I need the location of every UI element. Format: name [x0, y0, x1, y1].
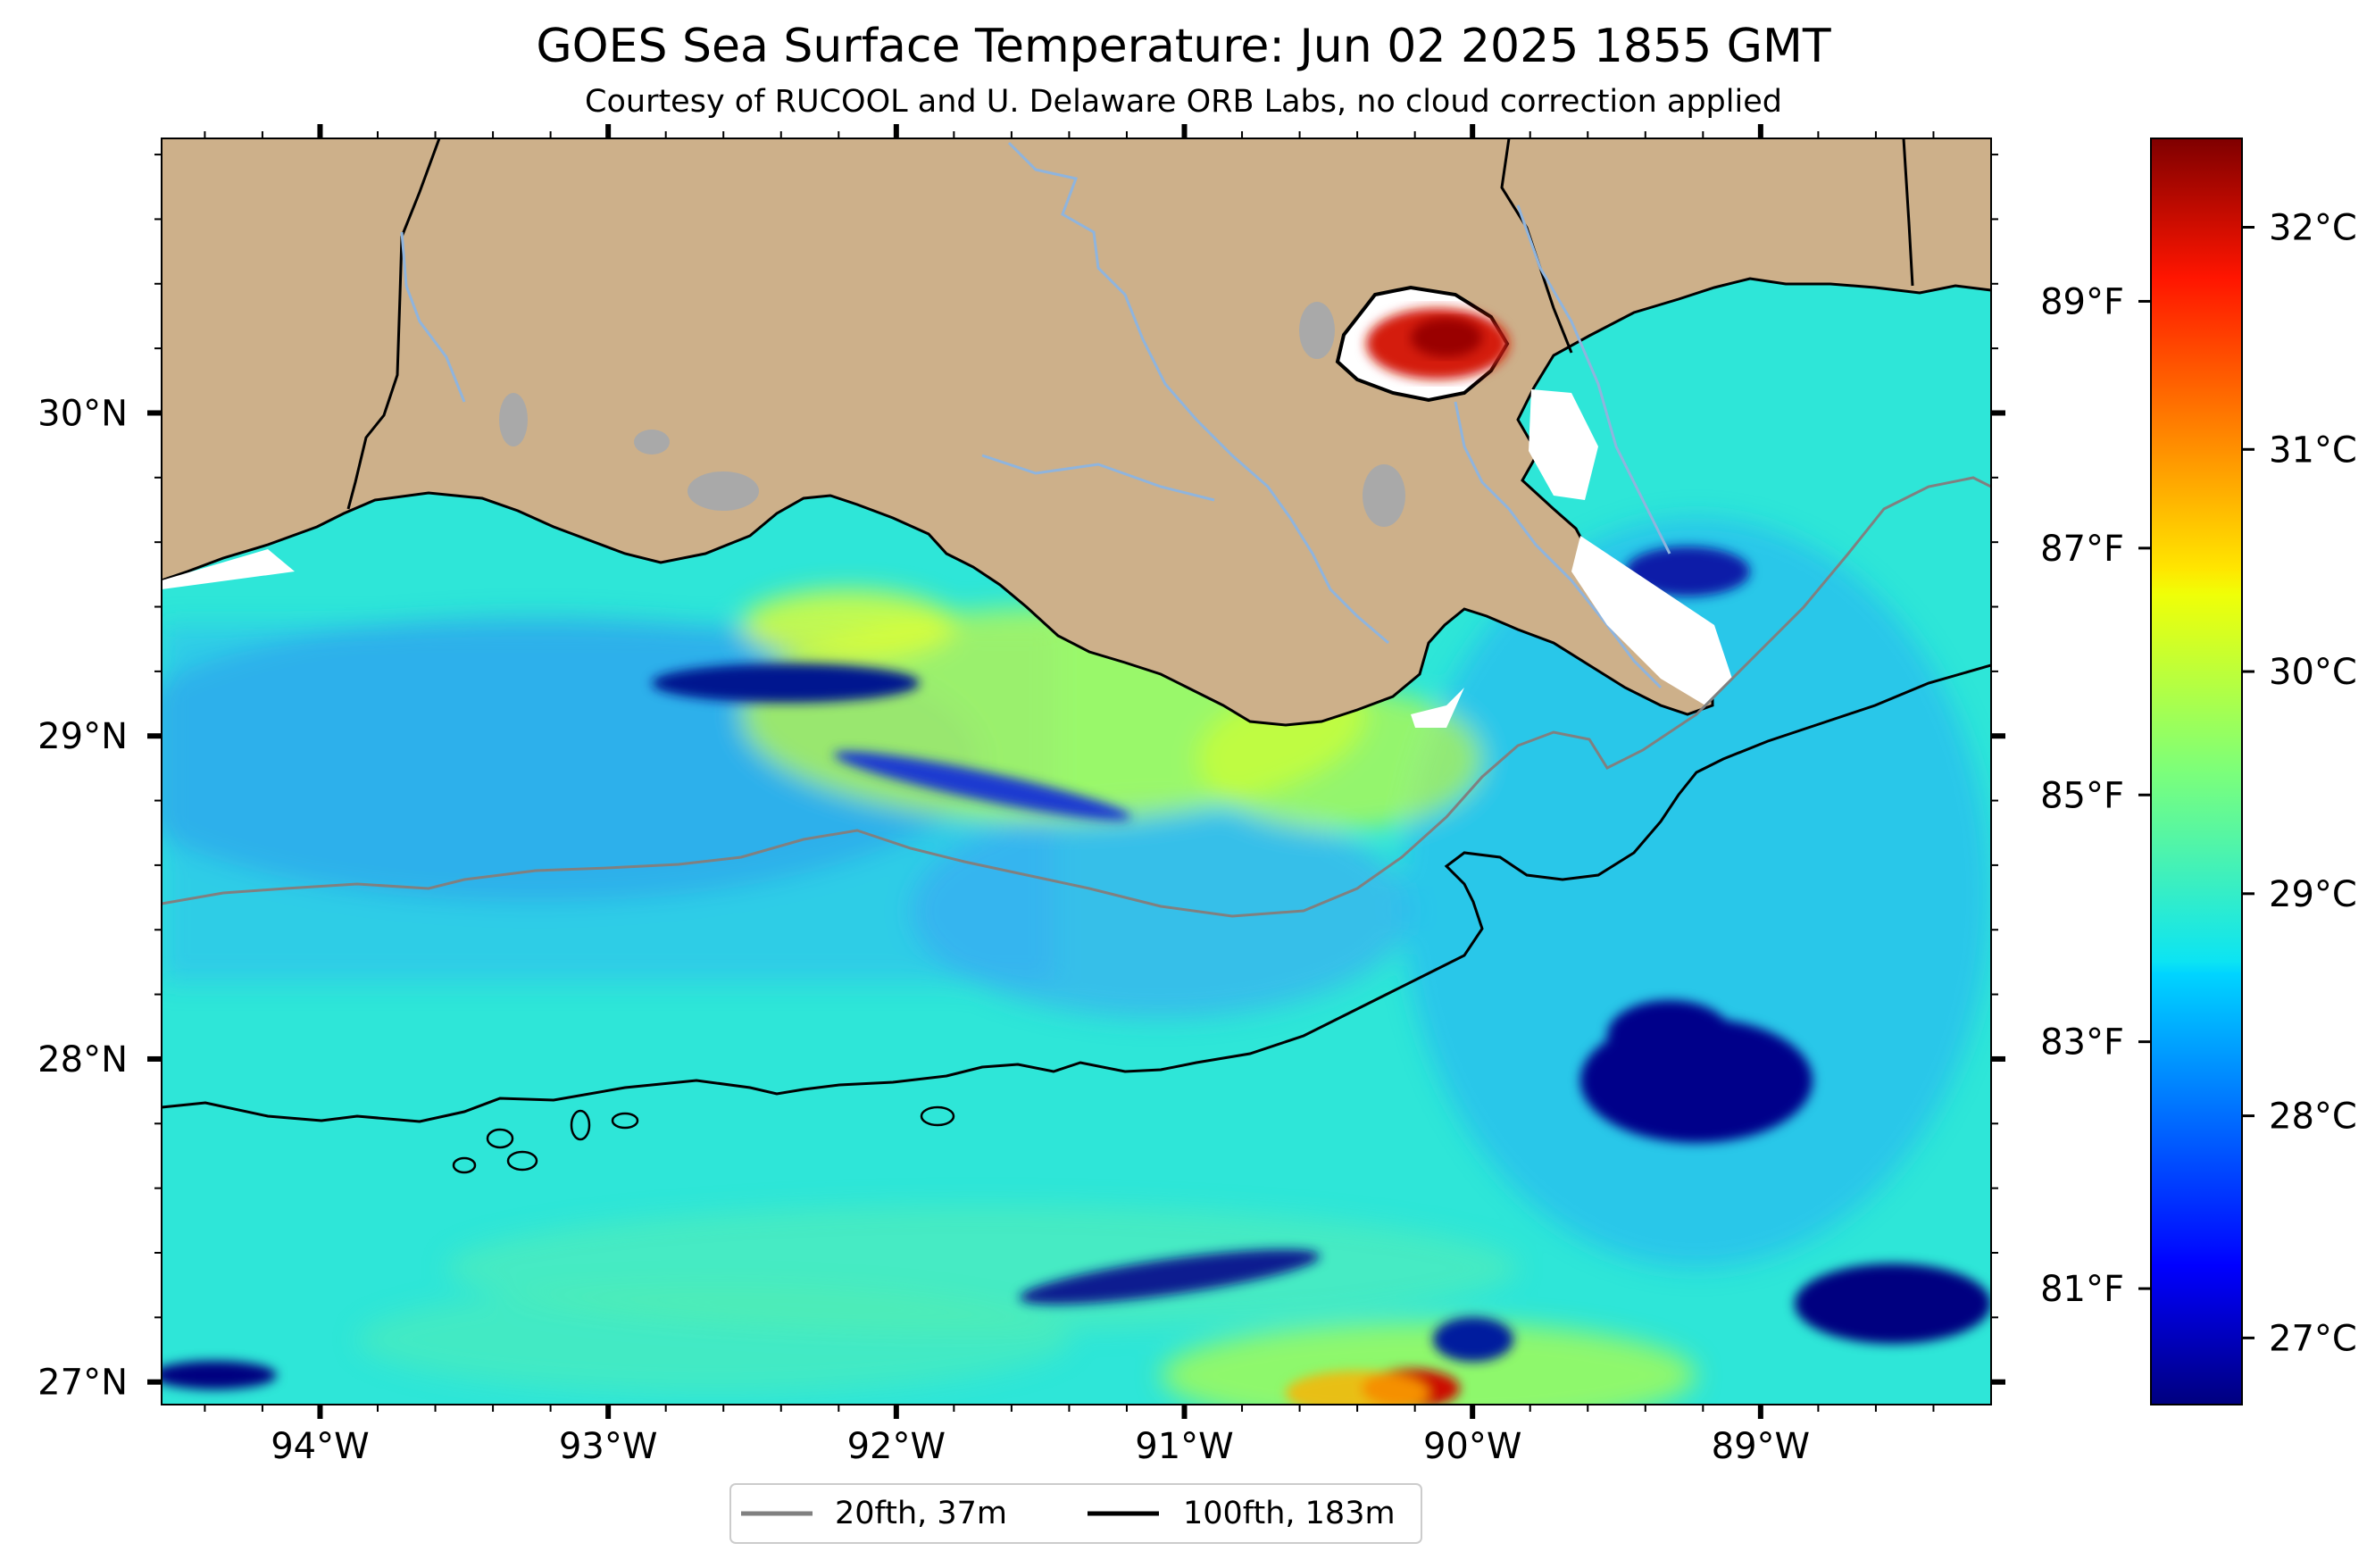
isobath-legend: 20fth, 37m 100fth, 183m	[729, 1483, 1422, 1544]
state-border-ms-al	[1902, 138, 1914, 287]
lat-tick-label: 30°N	[38, 393, 128, 434]
colorbar: 27°C 28°C 29°C 30°C 31°C 32°C 81°F 83°F 85°F 87°…	[2040, 138, 2357, 1405]
lon-tick-label: 93°W	[559, 1426, 657, 1467]
sst-map	[162, 138, 1991, 1405]
lon-axis: 94°W 93°W 92°W 91°W 90°W 89°W	[204, 124, 1935, 1467]
legend-label-100fth: 100fth, 183m	[1183, 1496, 1396, 1531]
lon-tick-label: 92°W	[847, 1426, 946, 1467]
celsius-tick-label: 30°C	[2269, 652, 2357, 693]
map-subtitle: Courtesy of RUCOOL and U. Delaware ORB L…	[585, 84, 1782, 120]
map-title: GOES Sea Surface Temperature: Jun 02 202…	[536, 20, 1831, 73]
fahrenheit-tick-label: 83°F	[2040, 1022, 2124, 1063]
flower-garden-banks-isobaths	[452, 1105, 955, 1174]
legend-box	[729, 1483, 1422, 1544]
fahrenheit-tick-label: 81°F	[2040, 1269, 2124, 1310]
rivers	[400, 141, 1671, 689]
isobath-100fth	[162, 663, 1991, 1123]
lat-tick-label: 27°N	[38, 1363, 128, 1404]
lat-axis: 30°N 29°N 28°N 27°N	[38, 154, 2005, 1404]
cool-filaments	[162, 546, 1991, 1405]
map-frame	[161, 138, 1992, 1405]
lake-pontchartrain	[1335, 285, 1510, 403]
lon-tick-label: 94°W	[271, 1426, 369, 1467]
lon-tick-label: 90°W	[1423, 1426, 1521, 1467]
colorbar-gradient	[2150, 138, 2243, 1405]
isobath-20fth	[162, 476, 1991, 918]
inland-lakes	[499, 302, 1405, 527]
fahrenheit-tick-label: 89°F	[2040, 281, 2124, 322]
land	[162, 138, 1991, 725]
fahrenheit-tick-label: 85°F	[2040, 775, 2124, 816]
celsius-tick-label: 28°C	[2269, 1097, 2357, 1138]
celsius-tick-label: 29°C	[2269, 874, 2357, 915]
lat-tick-label: 29°N	[38, 716, 128, 757]
coastline	[162, 277, 1991, 727]
celsius-tick-label: 27°C	[2269, 1318, 2357, 1359]
lon-tick-label: 91°W	[1135, 1426, 1233, 1467]
celsius-tick-label: 31°C	[2269, 430, 2357, 471]
colorbar-fahrenheit-ticks: 81°F 83°F 85°F 87°F 89°F	[2040, 281, 2151, 1310]
fahrenheit-tick-label: 87°F	[2040, 529, 2124, 570]
state-border-tx-la	[346, 138, 441, 510]
no-data-fringe	[162, 389, 1732, 728]
celsius-tick-label: 32°C	[2269, 208, 2357, 249]
lat-tick-label: 28°N	[38, 1039, 128, 1080]
colorbar-celsius-ticks: 27°C 28°C 29°C 30°C 31°C 32°C	[2242, 208, 2357, 1359]
lon-tick-label: 89°W	[1712, 1426, 1810, 1467]
legend-label-20fth: 20fth, 37m	[835, 1496, 1007, 1531]
